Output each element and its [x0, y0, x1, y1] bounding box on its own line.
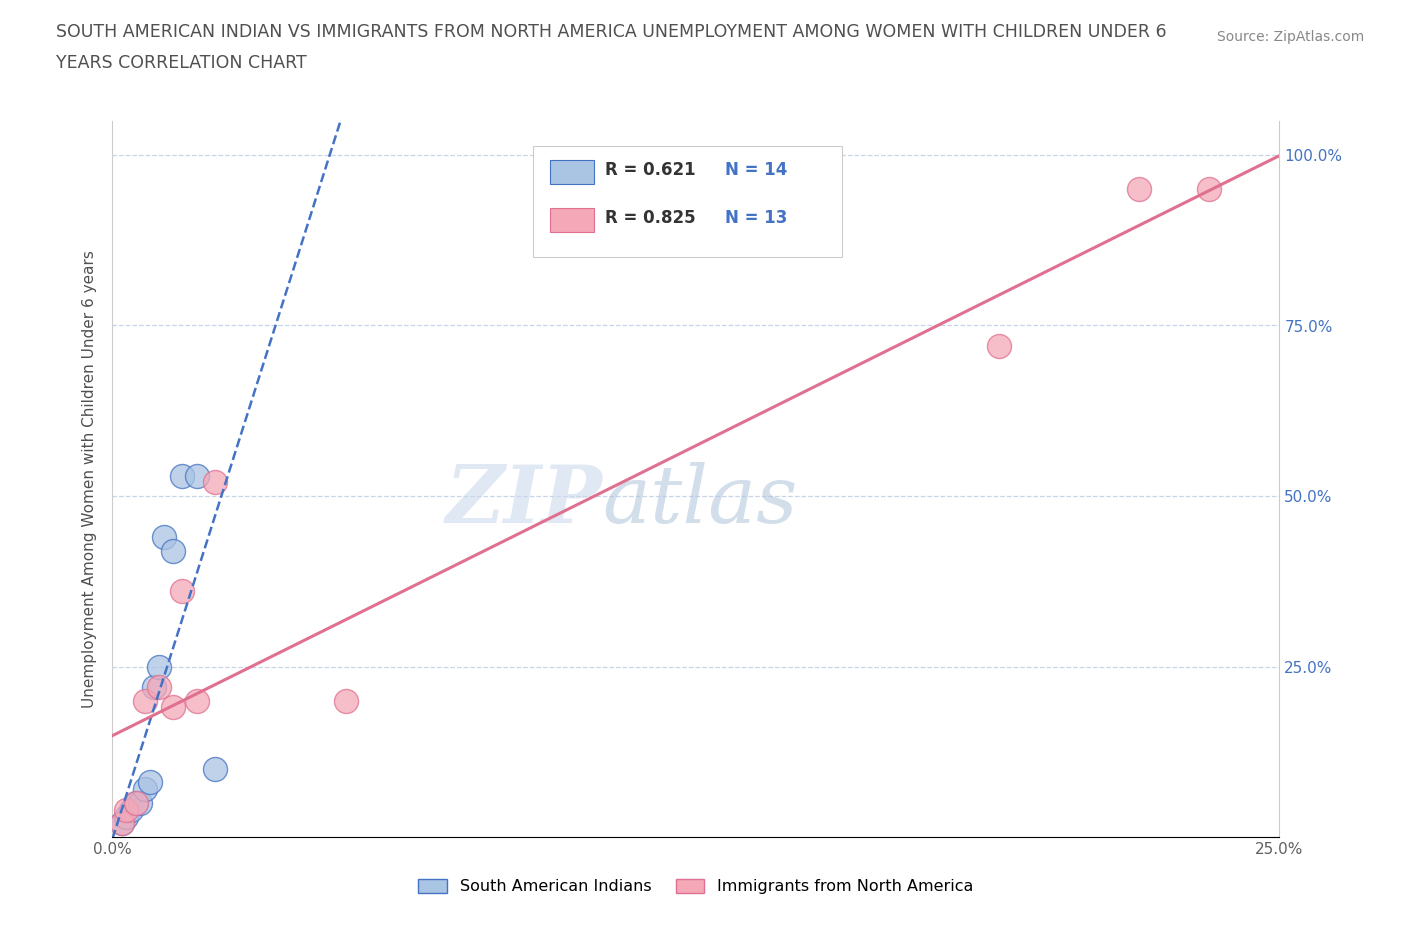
Text: YEARS CORRELATION CHART: YEARS CORRELATION CHART: [56, 54, 307, 72]
Text: R = 0.825: R = 0.825: [605, 208, 696, 227]
Text: ZIP: ZIP: [446, 461, 603, 539]
Point: [162, 543, 184, 558]
Point: [115, 809, 138, 824]
Point: [204, 762, 226, 777]
Point: [988, 339, 1011, 353]
Point: [186, 468, 208, 483]
Text: N = 13: N = 13: [725, 208, 787, 227]
Point: [148, 680, 170, 695]
Point: [125, 795, 148, 810]
Text: Source: ZipAtlas.com: Source: ZipAtlas.com: [1216, 30, 1364, 44]
Point: [172, 468, 194, 483]
Y-axis label: Unemployment Among Women with Children Under 6 years: Unemployment Among Women with Children U…: [82, 250, 97, 708]
Point: [111, 816, 134, 830]
Point: [115, 803, 138, 817]
Point: [148, 659, 170, 674]
Point: [172, 584, 194, 599]
Point: [162, 700, 184, 715]
FancyBboxPatch shape: [533, 146, 842, 257]
Point: [134, 693, 156, 708]
Text: SOUTH AMERICAN INDIAN VS IMMIGRANTS FROM NORTH AMERICA UNEMPLOYMENT AMONG WOMEN : SOUTH AMERICAN INDIAN VS IMMIGRANTS FROM…: [56, 23, 1167, 41]
Text: atlas: atlas: [603, 461, 799, 539]
Point: [186, 693, 208, 708]
Point: [139, 775, 162, 790]
Point: [1128, 181, 1150, 196]
Point: [120, 803, 142, 817]
Point: [204, 475, 226, 490]
FancyBboxPatch shape: [550, 160, 595, 184]
Legend: South American Indians, Immigrants from North America: South American Indians, Immigrants from …: [412, 872, 980, 900]
Text: R = 0.621: R = 0.621: [605, 161, 696, 179]
Point: [111, 816, 134, 830]
Point: [143, 680, 166, 695]
Point: [335, 693, 357, 708]
Point: [1198, 181, 1220, 196]
Text: N = 14: N = 14: [725, 161, 787, 179]
Point: [134, 782, 156, 797]
Point: [129, 795, 152, 810]
Point: [125, 795, 148, 810]
Point: [153, 529, 176, 544]
FancyBboxPatch shape: [550, 207, 595, 232]
